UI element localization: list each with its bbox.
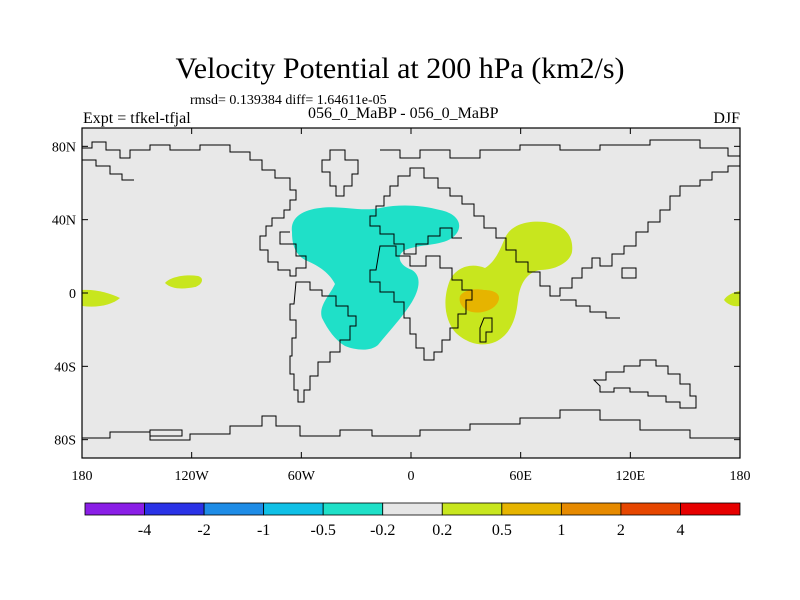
positive-region-pacific — [165, 275, 202, 289]
coast-antarctic-inlet — [149, 429, 183, 437]
coast-north-america — [82, 141, 307, 277]
comparison-label: 056_0_MaBP - 056_0_MaBP — [308, 105, 499, 122]
coast-madagascar — [479, 317, 493, 343]
lon-tick-label: 60W — [288, 469, 316, 484]
colorbar-box — [501, 502, 562, 516]
colorbar-box — [263, 502, 324, 516]
colorbar-label: 2 — [617, 522, 625, 539]
colorbar-label: 0.5 — [492, 522, 512, 539]
colorbar-label: -0.5 — [311, 522, 336, 539]
positive-core-indian — [459, 289, 500, 313]
lat-tick-label: 0 — [69, 287, 76, 302]
negative-region-atlantic — [291, 205, 460, 350]
colorbar-label: -1 — [257, 522, 270, 539]
coast-eurasia — [369, 139, 741, 297]
coast-africa — [369, 245, 473, 361]
lon-tick-label: 0 — [408, 469, 415, 484]
lat-tick-label: 40S — [54, 360, 76, 375]
coast-south-america — [289, 281, 357, 403]
coastlines — [82, 139, 741, 441]
colorbar-box — [382, 502, 443, 516]
colorbar-label: -0.2 — [370, 522, 395, 539]
colorbar-box — [680, 502, 741, 516]
colorbar-box — [560, 502, 622, 516]
colorbar-box — [620, 502, 681, 516]
positive-region-west-edge — [82, 289, 120, 307]
colorbar-label: 1 — [557, 522, 565, 539]
coast-maritime-continent — [560, 299, 620, 319]
coast-japan — [621, 267, 637, 279]
chart-title: Velocity Potential at 200 hPa (km2/s) — [175, 52, 625, 85]
colorbar-box — [441, 502, 503, 516]
coast-antarctica — [82, 409, 740, 441]
colorbar-label: -4 — [138, 522, 151, 539]
colorbar-box — [84, 502, 145, 516]
colorbar-box — [322, 502, 384, 516]
colorbar-box — [203, 502, 265, 516]
lon-tick-label: 120E — [616, 469, 646, 484]
experiment-label: Expt = tfkel-tfjal — [83, 110, 191, 127]
lon-tick-label: 180 — [730, 469, 751, 484]
season-label: DJF — [713, 110, 740, 127]
lon-tick-label: 120W — [175, 469, 210, 484]
colorbar-label: 0.2 — [432, 522, 452, 539]
coast-alaska — [82, 159, 134, 181]
coast-greenland — [321, 149, 359, 197]
lat-tick-label: 80N — [52, 140, 76, 155]
lon-tick-label: 180 — [72, 469, 93, 484]
positive-region-indian — [445, 221, 573, 345]
colorbar: -4 -2 -1 -0.5 -0.2 0.2 0.5 1 2 4 — [84, 502, 741, 539]
colorbar-label: 4 — [676, 522, 684, 539]
colorbar-box — [144, 502, 205, 516]
coast-australia — [592, 359, 697, 409]
lat-tick-label: 40N — [52, 214, 76, 229]
lat-tick-label: 80S — [54, 434, 76, 449]
lon-tick-label: 60E — [509, 469, 532, 484]
positive-region-east-edge — [724, 291, 740, 307]
anomaly-shading — [82, 205, 740, 350]
latitude-ticks: 80N 40N 0 40S 80S — [52, 140, 740, 449]
longitude-ticks: 180 120W 60W 0 60E 120E 180 — [72, 128, 751, 484]
stats-subtitle: rmsd= 0.139384 diff= 1.64611e-05 — [190, 93, 387, 108]
colorbar-label: -2 — [197, 522, 210, 539]
